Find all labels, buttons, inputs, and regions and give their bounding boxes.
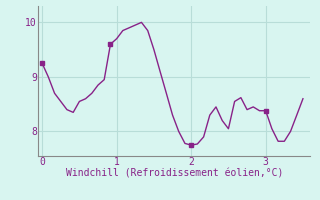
X-axis label: Windchill (Refroidissement éolien,°C): Windchill (Refroidissement éolien,°C) xyxy=(66,169,283,179)
